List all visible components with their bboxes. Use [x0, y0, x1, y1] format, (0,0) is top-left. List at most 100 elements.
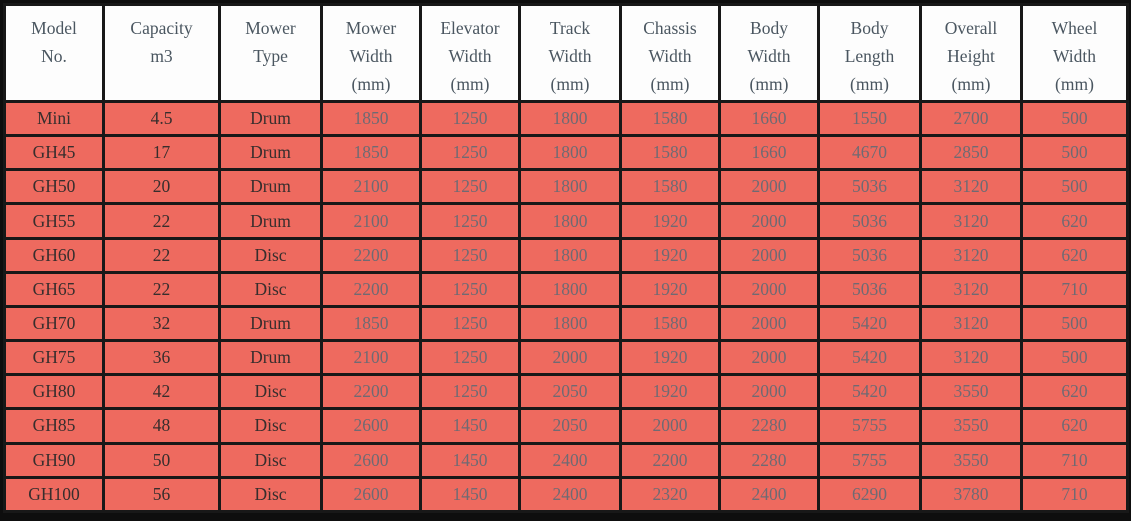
cell-model-no: GH70: [3, 304, 105, 343]
column-header-elevator-width: Elevator Width (mm): [419, 3, 521, 103]
cell-model-no: Mini: [3, 99, 105, 138]
cell-mower-width: 2600: [320, 475, 422, 514]
cell-overall-height: 3780: [919, 475, 1023, 514]
cell-body-length: 5755: [817, 407, 922, 445]
cell-track-width: 1800: [518, 99, 622, 138]
cell-track-width: 1800: [518, 236, 622, 274]
column-header-wheel-width: Wheel Width (mm): [1020, 3, 1129, 103]
cell-mower-type: Disc: [218, 475, 323, 514]
cell-model-no: GH60: [3, 236, 105, 274]
cell-wheel-width: 620: [1020, 236, 1129, 274]
cell-mower-type: Disc: [218, 407, 323, 445]
table-row-gh50: GH50 20 Drum 2100 1250 1800 1580 2000 5036 3120 50…: [3, 168, 1129, 206]
header-line: Width: [448, 46, 492, 66]
cell-overall-height: 3120: [919, 236, 1023, 274]
header-line: Chassis: [643, 18, 697, 38]
cell-mower-width: 2600: [320, 407, 422, 445]
cell-track-width: 1800: [518, 168, 622, 206]
cell-body-length: 4670: [817, 134, 922, 172]
column-header-body-width: Body Width (mm): [718, 3, 820, 103]
header-line: Body: [750, 18, 788, 38]
cell-mower-type: Drum: [218, 304, 323, 343]
table-row-gh55: GH55 22 Drum 2100 1250 1800 1920 2000 5036 3120 62…: [3, 202, 1129, 240]
cell-capacity: 32: [102, 304, 221, 343]
cell-elevator-width: 1250: [419, 339, 521, 377]
cell-wheel-width: 620: [1020, 407, 1129, 445]
header-line: (mm): [550, 74, 590, 94]
cell-model-no: GH85: [3, 407, 105, 445]
cell-overall-height: 3550: [919, 373, 1023, 411]
cell-mower-width: 2100: [320, 339, 422, 377]
cell-body-length: 6290: [817, 475, 922, 514]
cell-body-width: 1660: [718, 134, 820, 172]
table-row-gh45: GH45 17 Drum 1850 1250 1800 1580 1660 4670 2850 50…: [3, 134, 1129, 172]
cell-body-length: 5420: [817, 304, 922, 343]
header-line: Width: [747, 46, 791, 66]
cell-body-length: 5036: [817, 270, 922, 308]
header-line: Width: [648, 46, 692, 66]
cell-mower-type: Disc: [218, 236, 323, 274]
cell-wheel-width: 620: [1020, 373, 1129, 411]
header-line: Width: [548, 46, 592, 66]
cell-elevator-width: 1250: [419, 304, 521, 343]
cell-overall-height: 3550: [919, 407, 1023, 445]
header-line: (mm): [951, 74, 991, 94]
cell-mower-type: Drum: [218, 99, 323, 138]
cell-chassis-width: 2320: [619, 475, 721, 514]
cell-elevator-width: 1250: [419, 134, 521, 172]
cell-capacity: 4.5: [102, 99, 221, 138]
cell-capacity: 22: [102, 202, 221, 240]
cell-mower-width: 1850: [320, 304, 422, 343]
header-line: Length: [844, 46, 895, 66]
cell-track-width: 2400: [518, 475, 622, 514]
cell-capacity: 48: [102, 407, 221, 445]
cell-elevator-width: 1450: [419, 475, 521, 514]
cell-body-length: 5036: [817, 202, 922, 240]
column-header-chassis-width: Chassis Width (mm): [619, 3, 721, 103]
header-line: Overall: [944, 18, 998, 38]
cell-body-width: 1660: [718, 99, 820, 138]
cell-elevator-width: 1250: [419, 270, 521, 308]
cell-mower-width: 2100: [320, 202, 422, 240]
header-line: Track: [549, 18, 591, 38]
cell-body-width: 2000: [718, 236, 820, 274]
cell-mower-type: Drum: [218, 134, 323, 172]
header-row: Model No. Capacity m3 Mower Type Mower Width (mm…: [3, 3, 1129, 103]
cell-body-width: 2400: [718, 475, 820, 514]
column-header-mower-width: Mower Width (mm): [320, 3, 422, 103]
cell-mower-width: 1850: [320, 134, 422, 172]
cell-body-width: 2000: [718, 339, 820, 377]
cell-body-width: 2000: [718, 202, 820, 240]
cell-capacity: 22: [102, 236, 221, 274]
table-row-gh60: GH60 22 Disc 2200 1250 1800 1920 2000 5036 3120 62…: [3, 236, 1129, 274]
cell-mower-type: Disc: [218, 441, 323, 479]
cell-wheel-width: 500: [1020, 134, 1129, 172]
cell-mower-width: 2600: [320, 441, 422, 479]
cell-wheel-width: 500: [1020, 304, 1129, 343]
cell-chassis-width: 1580: [619, 168, 721, 206]
header-line: Model: [31, 18, 77, 38]
cell-model-no: GH55: [3, 202, 105, 240]
cell-mower-width: 2200: [320, 236, 422, 274]
cell-chassis-width: 2200: [619, 441, 721, 479]
cell-body-width: 2280: [718, 407, 820, 445]
cell-body-length: 1550: [817, 99, 922, 138]
cell-overall-height: 3120: [919, 202, 1023, 240]
cell-overall-height: 3120: [919, 304, 1023, 343]
cell-body-length: 5420: [817, 373, 922, 411]
cell-mower-type: Disc: [218, 373, 323, 411]
cell-overall-height: 3120: [919, 168, 1023, 206]
table-row-gh100: GH100 56 Disc 2600 1450 2400 2320 2400 6290 3780 7…: [3, 475, 1129, 514]
cell-model-no: GH80: [3, 373, 105, 411]
cell-capacity: 20: [102, 168, 221, 206]
cell-body-width: 2000: [718, 168, 820, 206]
cell-mower-type: Drum: [218, 168, 323, 206]
cell-wheel-width: 620: [1020, 202, 1129, 240]
cell-elevator-width: 1250: [419, 202, 521, 240]
header-line: (mm): [351, 74, 391, 94]
header-line: (mm): [850, 74, 889, 94]
cell-mower-type: Drum: [218, 339, 323, 377]
column-header-overall-height: Overall Height (mm): [919, 3, 1023, 103]
column-header-track-width: Track Width (mm): [518, 3, 622, 103]
cell-chassis-width: 1920: [619, 270, 721, 308]
